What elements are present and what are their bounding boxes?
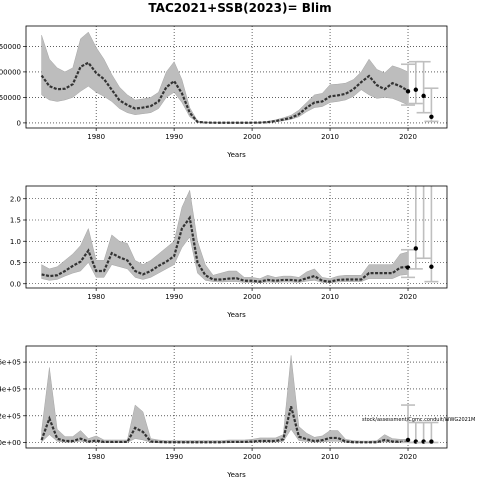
y-tick-label: 2e+05 xyxy=(0,412,21,420)
x-tick-label: 1980 xyxy=(87,133,105,141)
plot-area xyxy=(26,346,447,448)
x-tick-label: 2010 xyxy=(321,453,339,461)
y-tick-label: 1.0 xyxy=(10,238,21,246)
y-tick-label: 100000 xyxy=(0,68,21,76)
plot-frame xyxy=(25,345,448,449)
x-axis-label: Years xyxy=(226,151,246,159)
projection-point xyxy=(429,264,434,269)
y-tick-label: 50000 xyxy=(0,94,21,102)
x-tick-label: 2000 xyxy=(243,133,261,141)
x-tick-label: 1990 xyxy=(165,453,183,461)
x-tick-label: 1980 xyxy=(87,293,105,301)
x-tick-label: 2000 xyxy=(243,453,261,461)
x-tick-label: 1990 xyxy=(165,133,183,141)
x-tick-label: 2000 xyxy=(243,293,261,301)
y-tick-label: 0.0 xyxy=(10,280,21,288)
x-axis-label: Years xyxy=(226,471,246,479)
projection-point xyxy=(405,437,411,443)
projection-point xyxy=(405,89,411,94)
x-axis-label: Years xyxy=(226,311,246,319)
x-tick-label: 2010 xyxy=(321,133,339,141)
x-tick-label: 2020 xyxy=(399,133,417,141)
x-tick-label: 1990 xyxy=(165,293,183,301)
projection-point xyxy=(429,439,434,444)
panel-3: 1980 1990 2000 2010 2020 0e+00 2e+05 4e+05 6e+05… xyxy=(0,345,448,479)
plot-frame xyxy=(25,185,448,289)
median-line xyxy=(40,406,409,444)
confidence-band xyxy=(41,355,409,443)
y-tick-label: 0 xyxy=(17,119,21,127)
plot-area xyxy=(26,186,447,288)
median-line xyxy=(41,215,409,283)
x-tick-label: 1980 xyxy=(87,453,105,461)
plot-frame xyxy=(25,25,448,129)
median-line xyxy=(40,61,409,124)
y-tick-label: 2.0 xyxy=(10,195,21,203)
y-tick-label: 1.5 xyxy=(10,217,21,225)
figure-title: TAC2021+SSB(2023)= Blim xyxy=(148,1,331,15)
x-tick-label: 2020 xyxy=(399,293,417,301)
plot-area xyxy=(26,26,447,128)
x-tick-label: 2010 xyxy=(321,293,339,301)
y-tick-label: 150000 xyxy=(0,43,21,51)
projection-point xyxy=(413,246,419,251)
y-tick-label: 0e+00 xyxy=(0,439,21,447)
panel-1: 1980 1990 2000 2010 2020 0 50000 100000 150000 Ye… xyxy=(0,25,448,159)
y-tick-label: 6e+05 xyxy=(0,359,21,367)
panel-2: 1980 1990 2000 2010 2020 0.0 0.5 1.0 1.5 2.0 Years xyxy=(10,185,448,319)
confidence-band xyxy=(41,31,409,124)
y-tick-label: 4e+05 xyxy=(0,385,21,393)
projection-point xyxy=(421,93,426,99)
projection-point xyxy=(429,114,434,119)
projection-point xyxy=(413,87,419,92)
y-tick-label: 0.5 xyxy=(10,259,21,267)
annotation-note: stock/assessment/Cgmc.conduit/WWG2021M xyxy=(362,417,475,423)
x-tick-label: 2020 xyxy=(399,453,417,461)
